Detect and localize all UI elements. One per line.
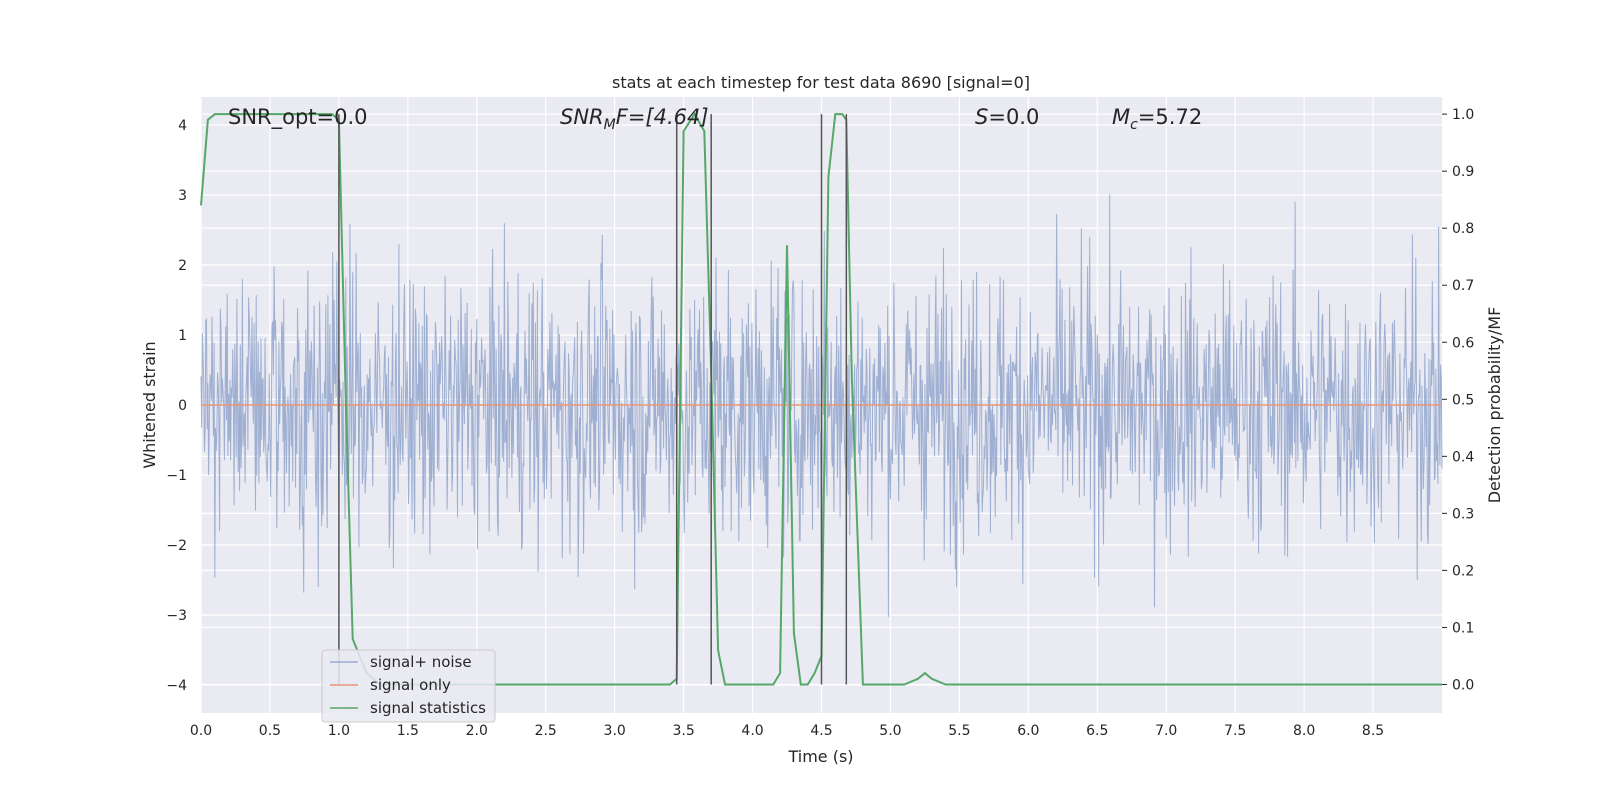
x-tick-label: 4.0 xyxy=(741,723,763,739)
snr-mf-value: F=[4.64] xyxy=(616,105,709,129)
y-axis-label-left: Whitened strain xyxy=(140,341,159,468)
y-tick-label-right: 0.5 xyxy=(1452,392,1474,408)
annotation-mc: Mc=5.72 xyxy=(1112,105,1202,133)
y-tick-label-right: 0.2 xyxy=(1452,563,1474,579)
y-tick-label-right: 0.3 xyxy=(1452,506,1474,522)
snr-mf-subscript: M xyxy=(604,117,616,133)
x-tick-label: 0.5 xyxy=(259,723,281,739)
x-tick-label: 8.5 xyxy=(1362,723,1384,739)
y-tick-label-right: 0.9 xyxy=(1452,164,1474,180)
y-tick-label-left: 0 xyxy=(178,398,187,414)
ticks: 0.0 0.5 1.0 1.5 2.0 2.5 3.0 3.5 4.0 4.5 5.0 5.5 6.0 6… xyxy=(166,107,1474,739)
x-axis-label: Time (s) xyxy=(787,747,853,766)
legend-label-signal-noise: signal+ noise xyxy=(370,653,472,671)
s-value: =0.0 xyxy=(988,105,1039,129)
y-tick-label-right: 0.0 xyxy=(1452,677,1474,693)
x-tick-label: 3.0 xyxy=(604,723,626,739)
y-tick-label-left: 2 xyxy=(178,258,187,274)
snr-mf-symbol: SNR xyxy=(560,105,604,129)
y-tick-label-left: −3 xyxy=(166,608,187,624)
legend-label-signal-only: signal only xyxy=(370,676,451,694)
x-tick-label: 1.5 xyxy=(397,723,419,739)
x-tick-label: 7.0 xyxy=(1155,723,1177,739)
y-axis-label-right: Detection probability/MF xyxy=(1485,307,1504,504)
y-tick-label-left: −2 xyxy=(166,538,187,554)
y-tick-label-right: 0.4 xyxy=(1452,449,1474,465)
y-tick-label-right: 1.0 xyxy=(1452,107,1474,123)
x-tick-label: 4.5 xyxy=(810,723,832,739)
y-tick-label-left: −4 xyxy=(166,678,187,694)
x-tick-label: 7.5 xyxy=(1224,723,1246,739)
mc-symbol: M xyxy=(1112,105,1130,129)
y-tick-label-right: 0.7 xyxy=(1452,278,1474,294)
x-tick-label: 1.0 xyxy=(328,723,350,739)
y-tick-label-left: −1 xyxy=(166,468,187,484)
x-tick-label: 5.5 xyxy=(948,723,970,739)
y-tick-label-left: 4 xyxy=(178,118,187,134)
y-tick-label-right: 0.8 xyxy=(1452,221,1474,237)
mc-value: =5.72 xyxy=(1138,105,1202,129)
chart-title: stats at each timestep for test data 869… xyxy=(612,73,1030,92)
annotation-snr-opt: SNR_opt=0.0 xyxy=(228,105,368,130)
y-tick-label-left: 1 xyxy=(178,328,187,344)
y-tick-label-right: 0.6 xyxy=(1452,335,1474,351)
x-tick-label: 6.5 xyxy=(1086,723,1108,739)
annotation-s: S=0.0 xyxy=(975,105,1039,129)
x-tick-label: 5.0 xyxy=(879,723,901,739)
y-tick-label-left: 3 xyxy=(178,188,187,204)
x-tick-label: 8.0 xyxy=(1293,723,1315,739)
x-tick-label: 2.0 xyxy=(466,723,488,739)
x-tick-label: 2.5 xyxy=(535,723,557,739)
annotation-snr-mf: SNRMF=[4.64] xyxy=(560,105,709,133)
legend: signal+ noise signal only signal statist… xyxy=(321,649,496,723)
x-tick-label: 3.5 xyxy=(672,723,694,739)
mc-subscript: c xyxy=(1130,117,1138,133)
s-symbol: S xyxy=(975,105,988,129)
y-tick-label-right: 0.1 xyxy=(1452,620,1474,636)
legend-box xyxy=(321,649,496,723)
vertical-markers xyxy=(338,114,848,685)
x-tick-label: 6.0 xyxy=(1017,723,1039,739)
legend-label-signal-statistics: signal statistics xyxy=(370,699,486,717)
x-tick-label: 0.0 xyxy=(190,723,212,739)
